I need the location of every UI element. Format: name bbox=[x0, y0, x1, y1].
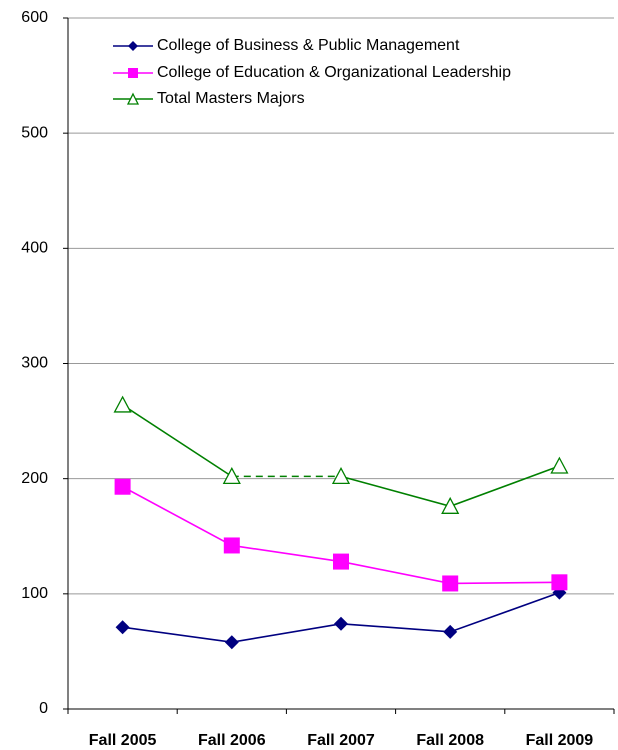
legend-marker bbox=[128, 41, 138, 51]
marker bbox=[550, 456, 569, 474]
y-tick-label: 0 bbox=[39, 700, 48, 717]
legend-label: College of Education & Organizational Le… bbox=[157, 64, 511, 81]
legend-label: College of Business & Public Management bbox=[157, 37, 460, 54]
series-line bbox=[122, 404, 233, 478]
marker bbox=[333, 553, 349, 570]
marker bbox=[113, 395, 132, 413]
marker bbox=[224, 635, 239, 650]
y-tick-label: 400 bbox=[21, 240, 48, 257]
y-tick-label: 200 bbox=[21, 470, 48, 487]
marker bbox=[222, 466, 241, 485]
marker bbox=[441, 496, 460, 514]
marker bbox=[551, 574, 568, 591]
marker bbox=[442, 575, 459, 592]
y-tick-label: 600 bbox=[21, 9, 48, 26]
y-tick-label: 100 bbox=[21, 585, 48, 602]
marker bbox=[331, 466, 351, 485]
x-tick-label: Fall 2006 bbox=[198, 732, 266, 749]
x-tick-label: Fall 2007 bbox=[307, 732, 375, 749]
y-tick-label: 300 bbox=[21, 355, 48, 372]
x-tick-label: Fall 2005 bbox=[89, 732, 157, 749]
marker bbox=[114, 478, 131, 495]
marker bbox=[443, 624, 458, 639]
x-tick-label: Fall 2009 bbox=[526, 732, 594, 749]
x-tick-label: Fall 2008 bbox=[416, 732, 484, 749]
legend-marker bbox=[126, 92, 140, 105]
y-tick-label: 500 bbox=[21, 124, 48, 141]
marker bbox=[223, 537, 240, 554]
legend-label: Total Masters Majors bbox=[157, 90, 305, 107]
marker bbox=[334, 616, 348, 631]
legend-marker bbox=[128, 68, 138, 78]
marker bbox=[115, 620, 130, 635]
